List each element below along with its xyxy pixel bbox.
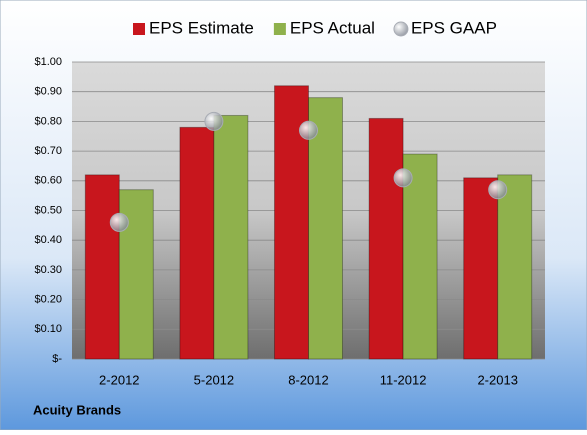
y-tick-label: $0.70 — [34, 145, 62, 157]
bar — [213, 114, 249, 360]
point — [393, 168, 413, 188]
bar — [497, 174, 533, 360]
x-tick-label: 2-2012 — [99, 372, 139, 387]
y-tick-label: $0.10 — [34, 323, 62, 335]
footer: Acuity Brands — [33, 402, 121, 417]
y-tick-label: $0.40 — [34, 234, 62, 246]
y-tick-label: $0.20 — [34, 294, 62, 306]
point — [204, 111, 224, 131]
legend-label: EPS Actual — [290, 18, 375, 37]
y-tick-label: $0.60 — [34, 175, 62, 187]
x-tick-label: 8-2012 — [288, 372, 328, 387]
y-tick-label: $1.00 — [34, 56, 62, 68]
legend-marker — [393, 21, 409, 37]
point — [488, 180, 508, 200]
y-tick-label: $0.90 — [34, 86, 62, 98]
legend-label: EPS GAAP — [411, 18, 497, 37]
bar — [368, 117, 404, 360]
legend-label: EPS Estimate — [149, 18, 254, 37]
x-tick-label: 5-2012 — [194, 372, 234, 387]
y-tick-label: $0.30 — [34, 264, 62, 276]
bar — [308, 97, 343, 360]
bar — [402, 153, 438, 360]
x-tick-label: 2-2013 — [477, 372, 517, 387]
point — [299, 120, 318, 140]
bar — [179, 126, 215, 360]
bar — [84, 174, 120, 360]
point — [109, 212, 129, 232]
y-tick-label: $0.50 — [34, 204, 62, 216]
y-tick-label: $- — [52, 353, 62, 365]
x-tick-label: 11-2012 — [380, 372, 427, 387]
legend-marker — [133, 23, 145, 35]
y-tick-label: $0.80 — [34, 115, 62, 127]
legend-marker — [273, 23, 286, 35]
bar — [463, 177, 499, 360]
